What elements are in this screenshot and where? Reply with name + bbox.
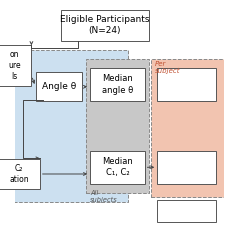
Text: Eligible Participants
(N=24): Eligible Participants (N=24) [60, 15, 150, 35]
Text: Median
angle θ: Median angle θ [102, 74, 133, 94]
Bar [90, 151, 145, 184]
Text: on
ure
ls: on ure ls [8, 50, 21, 81]
Bar [61, 10, 149, 41]
Text: Median
C₁, C₂: Median C₁, C₂ [102, 157, 133, 177]
Bar [0, 160, 40, 189]
Text: C₂
ation: C₂ ation [9, 164, 29, 184]
Text: Angle θ: Angle θ [42, 82, 76, 91]
Bar [157, 200, 216, 222]
Bar [0, 45, 32, 86]
Bar [86, 59, 149, 193]
Bar [90, 68, 145, 101]
Text: Per
subject: Per subject [155, 61, 181, 74]
Bar [36, 72, 82, 101]
Bar [151, 59, 225, 198]
Bar [0, 50, 128, 202]
Bar [157, 68, 216, 101]
Text: All
subjects: All subjects [90, 190, 118, 203]
Bar [157, 151, 216, 184]
